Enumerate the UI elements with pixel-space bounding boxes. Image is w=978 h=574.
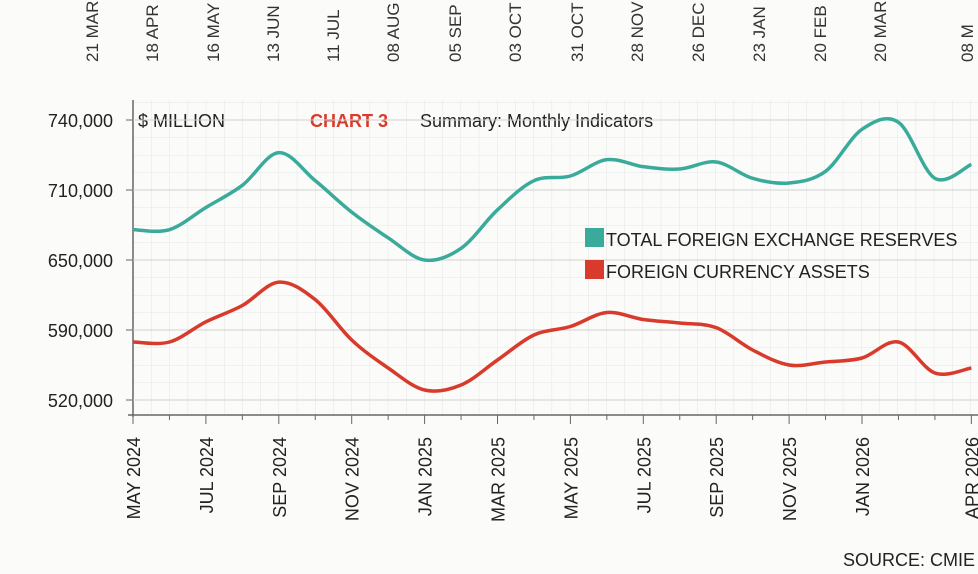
x-tick-label: APR 2026 — [962, 437, 978, 519]
x-tick-label: MAR 2025 — [489, 437, 509, 522]
top-label: 20 MAR — [871, 1, 890, 62]
x-tick-label: NOV 2024 — [343, 437, 363, 521]
top-label: 16 MAY — [204, 3, 223, 62]
top-label: 03 OCT — [506, 2, 525, 62]
top-label: 08 AUG — [384, 2, 403, 62]
top-label: 26 DEC — [689, 2, 708, 62]
x-tick-label: JAN 2025 — [416, 437, 436, 516]
x-tick-label: SEP 2024 — [270, 437, 290, 518]
legend-swatch — [585, 228, 604, 247]
top-label: 21 MAR — [83, 1, 102, 62]
chart-title-prefix: CHART 3 — [310, 111, 388, 131]
unit-label: $ MILLION — [138, 111, 225, 131]
top-labels: 21 MAR 18 APR 16 MAY 13 JUN 11 JUL 08 AUG 05 S… — [83, 1, 977, 62]
top-label: 11 JUL — [324, 9, 343, 62]
top-label: 05 SEP — [446, 4, 465, 62]
legend-label: FOREIGN CURRENCY ASSETS — [606, 262, 870, 282]
x-tick-label: JAN 2026 — [853, 437, 873, 516]
source: SOURCE: CMIE — [843, 550, 975, 570]
legend-swatch — [585, 260, 604, 279]
top-label: 18 APR — [143, 4, 162, 62]
x-tick-label: JUL 2024 — [197, 437, 217, 513]
top-label: 31 OCT — [568, 2, 587, 62]
x-tick-label: MAY 2025 — [561, 437, 581, 519]
series-line — [132, 280, 972, 393]
x-tick-label: SEP 2025 — [707, 437, 727, 518]
y-tick-label: 650,000 — [48, 251, 113, 271]
legend-label: TOTAL FOREIGN EXCHANGE RESERVES — [606, 230, 957, 250]
top-label: 13 JUN — [264, 5, 283, 62]
x-tick-label: JUL 2025 — [634, 437, 654, 513]
y-tick-label: 520,000 — [48, 391, 113, 411]
x-tick-label: NOV 2025 — [780, 437, 800, 521]
top-label: 08 M — [958, 24, 977, 62]
series-line — [132, 117, 973, 263]
top-label: 20 FEB — [811, 5, 830, 62]
x-tick-label: MAY 2024 — [124, 437, 144, 519]
y-tick-label: 740,000 — [48, 111, 113, 131]
background-grid — [133, 100, 978, 415]
top-label: 28 NOV — [628, 1, 647, 62]
y-tick-label: 590,000 — [48, 321, 113, 341]
chart-title: Summary: Monthly Indicators — [420, 111, 653, 131]
top-label: 23 JAN — [750, 6, 769, 62]
y-tick-label: 710,000 — [48, 181, 113, 201]
